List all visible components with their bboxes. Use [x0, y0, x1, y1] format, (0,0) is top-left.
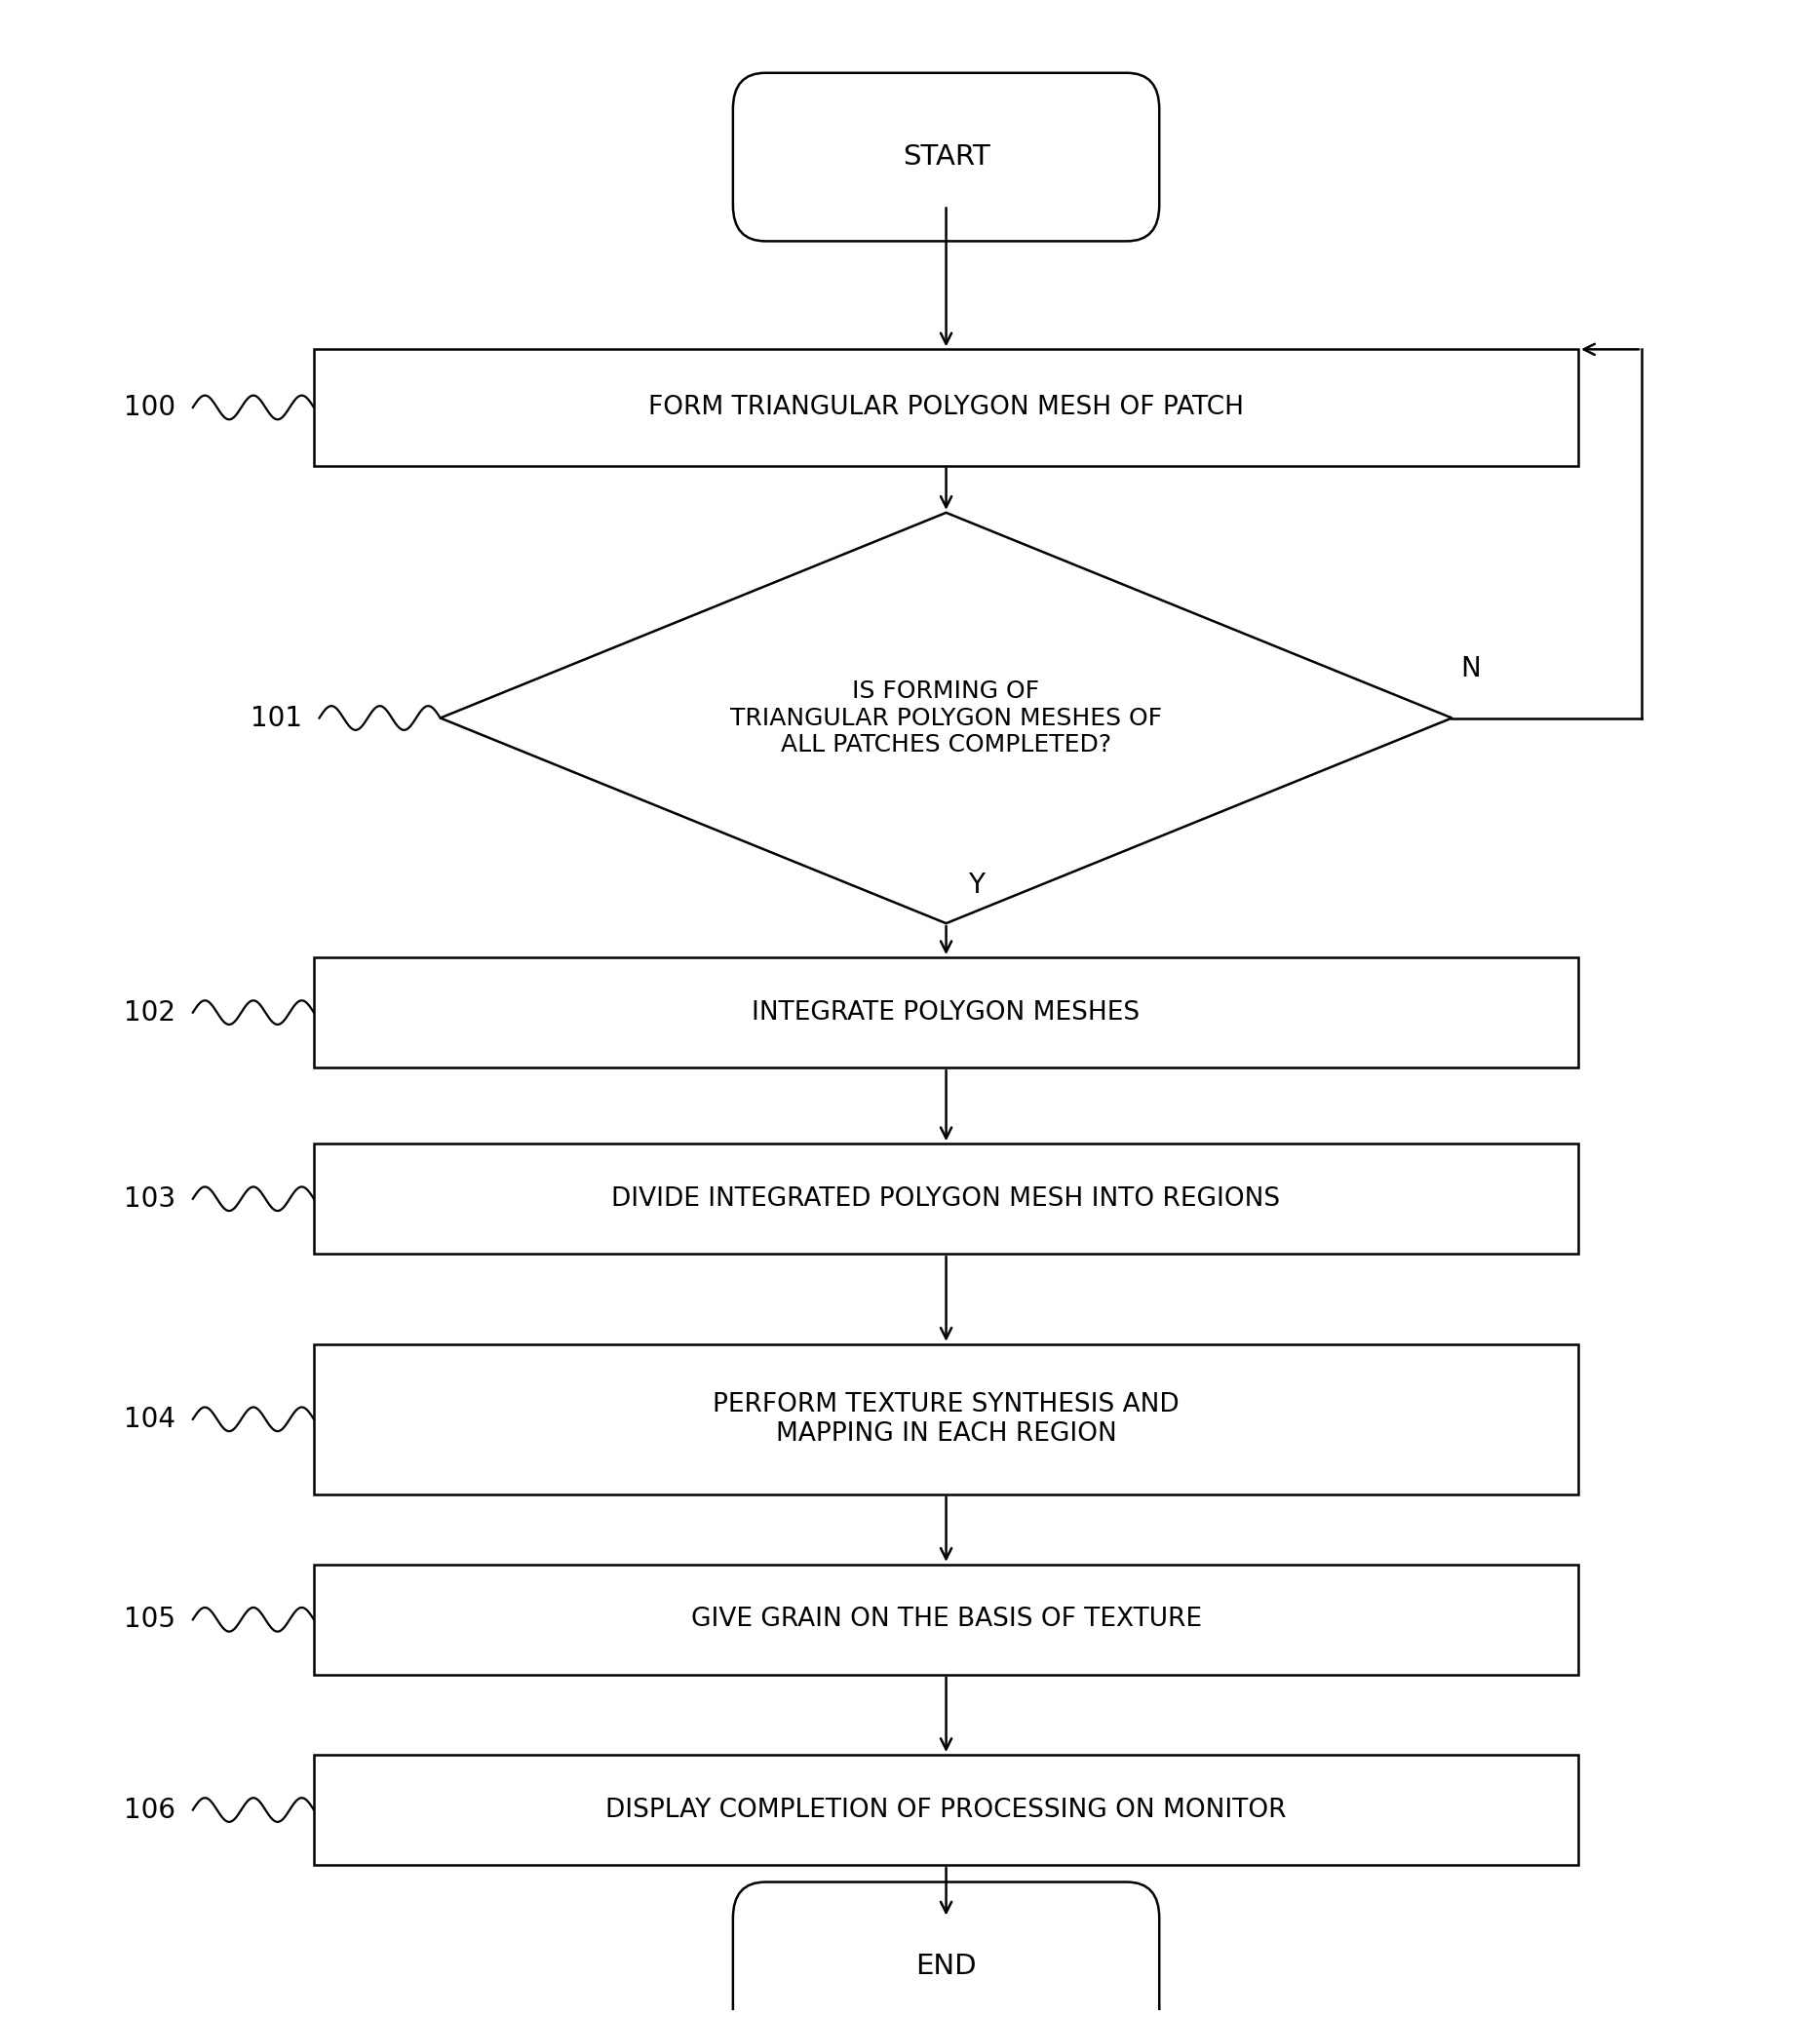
Bar	[313, 1755, 1578, 1866]
Bar	[313, 1565, 1578, 1674]
Text: N: N	[1461, 656, 1481, 682]
FancyBboxPatch shape	[733, 73, 1159, 242]
Text: FORM TRIANGULAR POLYGON MESH OF PATCH: FORM TRIANGULAR POLYGON MESH OF PATCH	[648, 395, 1243, 420]
Text: 101: 101	[251, 704, 302, 732]
Text: GIVE GRAIN ON THE BASIS OF TEXTURE: GIVE GRAIN ON THE BASIS OF TEXTURE	[692, 1608, 1201, 1632]
Text: 102: 102	[124, 998, 177, 1027]
Text: 105: 105	[124, 1606, 177, 1634]
FancyBboxPatch shape	[733, 1882, 1159, 2017]
Text: INTEGRATE POLYGON MESHES: INTEGRATE POLYGON MESHES	[752, 1000, 1139, 1025]
Text: DIVIDE INTEGRATED POLYGON MESH INTO REGIONS: DIVIDE INTEGRATED POLYGON MESH INTO REGI…	[612, 1186, 1281, 1212]
Polygon shape	[440, 512, 1452, 924]
Text: PERFORM TEXTURE SYNTHESIS AND
MAPPING IN EACH REGION: PERFORM TEXTURE SYNTHESIS AND MAPPING IN…	[713, 1392, 1179, 1446]
Text: 103: 103	[124, 1186, 177, 1212]
Bar	[313, 1343, 1578, 1495]
Bar	[313, 349, 1578, 466]
Bar	[313, 1144, 1578, 1255]
Text: Y: Y	[968, 871, 985, 900]
Text: 104: 104	[124, 1406, 177, 1432]
Text: IS FORMING OF
TRIANGULAR POLYGON MESHES OF
ALL PATCHES COMPLETED?: IS FORMING OF TRIANGULAR POLYGON MESHES …	[730, 680, 1163, 756]
Text: START: START	[903, 143, 990, 171]
Text: 100: 100	[124, 393, 177, 422]
Text: END: END	[915, 1952, 977, 1981]
Text: 106: 106	[124, 1797, 177, 1823]
Text: DISPLAY COMPLETION OF PROCESSING ON MONITOR: DISPLAY COMPLETION OF PROCESSING ON MONI…	[606, 1797, 1287, 1823]
Bar	[313, 958, 1578, 1067]
